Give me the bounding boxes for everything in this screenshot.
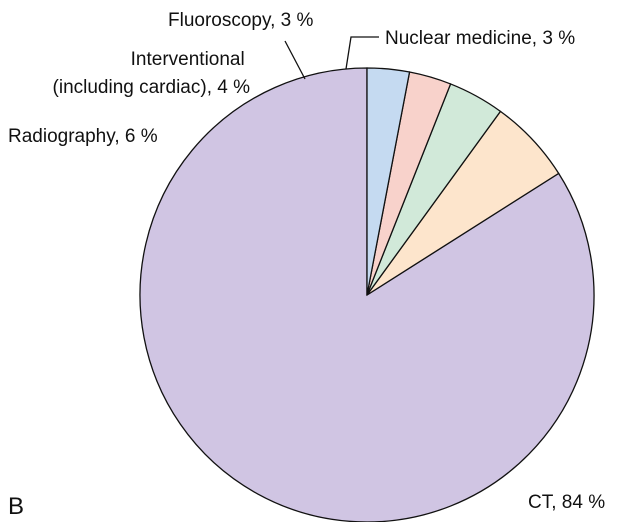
slice-label-interventional-line-1: Interventional bbox=[131, 49, 245, 70]
leader-line-fluoroscopy bbox=[284, 40, 306, 80]
pie-slices bbox=[139, 67, 595, 522]
slice-label-nuclear-medicine: Nuclear medicine, 3 % bbox=[385, 28, 575, 49]
leader-line-nuclear-medicine bbox=[345, 36, 379, 70]
panel-label: B bbox=[8, 493, 24, 520]
slice-label-interventional: Interventional (including cardiac), 4 % bbox=[53, 49, 251, 98]
pie-slice-nuclear-medicine bbox=[366, 67, 411, 296]
slice-label-radiography: Radiography, 6 % bbox=[8, 126, 158, 147]
slice-label-ct: CT, 84 % bbox=[528, 492, 605, 513]
slice-label-interventional-line-2: (including cardiac), 4 % bbox=[53, 77, 251, 98]
slice-label-fluoroscopy: Fluoroscopy, 3 % bbox=[168, 10, 313, 31]
label-leader-lines bbox=[284, 36, 379, 80]
